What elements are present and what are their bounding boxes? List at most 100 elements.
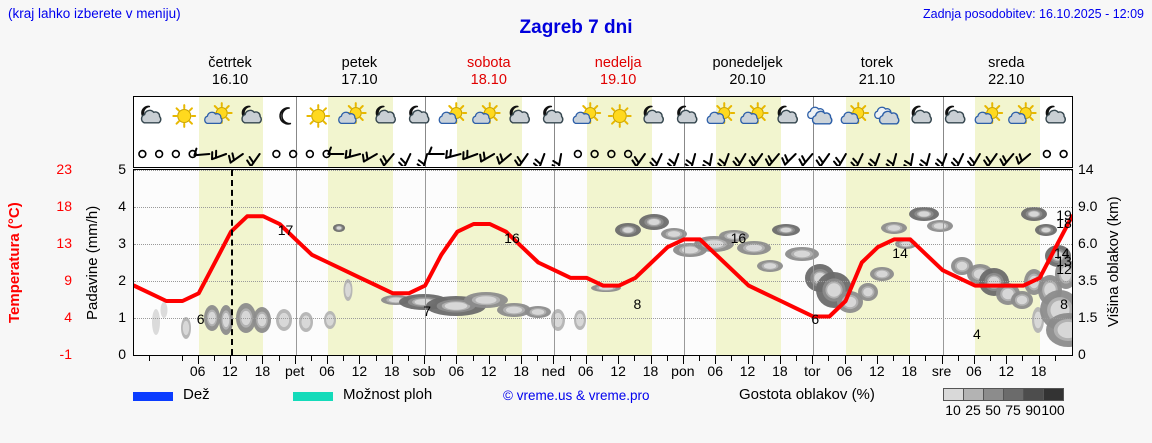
- cloud-density-value: 10: [945, 402, 961, 418]
- sun-icon: [306, 104, 331, 128]
- temperature-point-label: 18: [1056, 214, 1072, 231]
- cloud-density-blob: [160, 302, 168, 318]
- x-axis-label: 06: [578, 363, 594, 379]
- wind-calm-icon: [623, 149, 633, 159]
- x-axis-label: tor: [804, 363, 821, 379]
- wind-calm-icon: [171, 149, 181, 159]
- temperature-point-label: 4: [973, 326, 981, 343]
- day-separator: [295, 97, 297, 136]
- day-date: 21.10: [858, 72, 896, 88]
- x-axis-tick: [650, 356, 652, 364]
- x-axis-tick: [456, 356, 458, 364]
- daylight-band: [586, 170, 652, 355]
- wind-barb-icon: [398, 153, 412, 166]
- day-separator: [942, 136, 944, 167]
- wind-barb-icon: [850, 153, 864, 166]
- wind-barb-icon: [193, 147, 211, 157]
- day-gridline: [554, 170, 556, 355]
- x-axis-minor-tick: [440, 356, 442, 361]
- x-axis-label: sre: [931, 363, 952, 379]
- x-axis-minor-tick: [602, 356, 603, 361]
- day-header-row: četrtek 16.10 petek 17.10 sobota 18.10 nedelja…: [133, 55, 1073, 90]
- x-axis-minor-tick: [796, 356, 798, 361]
- cloud-density-blob: [719, 230, 749, 242]
- x-axis-label: 18: [901, 363, 918, 379]
- page-title: Zagreb 7 dni: [519, 17, 633, 38]
- temperature-tick-5: -1: [59, 346, 72, 362]
- day-separator: [425, 136, 427, 167]
- cloud-density-swatch-100: [1043, 388, 1064, 401]
- x-axis-tick: [1038, 356, 1040, 364]
- x-axis-minor-tick: [731, 356, 733, 361]
- x-axis-label: 18: [772, 363, 788, 379]
- day-gridline: [683, 170, 685, 355]
- wind-barb-icon: [462, 149, 479, 161]
- x-axis-minor-tick: [1054, 356, 1056, 361]
- day-date: 20.10: [729, 72, 766, 88]
- sun-cloud-icon: [740, 102, 769, 125]
- copyright-label[interactable]: © vreme.us & vreme.pro: [503, 388, 650, 403]
- cloud-density-blob: [757, 260, 783, 272]
- day-date: 17.10: [341, 72, 378, 88]
- x-axis-minor-tick: [666, 356, 668, 361]
- cloud-density-blob: [772, 224, 800, 236]
- sun-icon: [172, 104, 197, 128]
- x-axis-minor-tick: [246, 356, 248, 361]
- rain-legend-label: Dež: [183, 386, 210, 403]
- daylight-band: [845, 170, 911, 355]
- day-header-sreda: sreda 22.10: [942, 55, 1071, 89]
- temperature-tick-0: 23: [56, 161, 72, 177]
- moon-cloud-icon: [140, 105, 162, 124]
- day-gridline: [942, 170, 944, 355]
- icon-slot-background: [619, 136, 652, 167]
- cloud-density-blob: [343, 279, 353, 301]
- wind-barb-icon: [717, 153, 730, 166]
- sun-cloud-icon: [572, 102, 602, 125]
- moon-cloud-icon: [911, 105, 932, 124]
- x-axis-label: 12: [869, 363, 885, 379]
- wind-barb-icon: [379, 153, 395, 166]
- location-menu-hint[interactable]: (kraj lahko izberete v meniju): [8, 6, 181, 21]
- cloud-density-blob: [639, 214, 669, 230]
- day-date: 16.10: [211, 72, 249, 88]
- cloud-density-blob: [574, 310, 586, 330]
- x-axis-tick: [747, 356, 749, 364]
- cloud-density-blob: [858, 283, 878, 301]
- wind-barb-icon: [427, 146, 445, 155]
- sun-cloud-icon: [204, 102, 233, 125]
- cloud-density-blob: [1035, 224, 1057, 236]
- cloudheight-tick-1: 9.0: [1078, 198, 1098, 214]
- horizontal-gridline: [134, 244, 1072, 245]
- wind-barb-icon: [950, 153, 965, 166]
- wind-barb-icon: [983, 153, 998, 166]
- cloud-density-value: 75: [1005, 402, 1021, 418]
- x-axis-minor-tick: [149, 356, 151, 361]
- wind-barb-icon: [919, 153, 931, 166]
- day-name: torek: [860, 55, 894, 71]
- moon-icon: [279, 107, 292, 125]
- icon-slot-background: [198, 136, 232, 167]
- day-gridline: [813, 170, 815, 355]
- x-axis-minor-tick: [407, 356, 409, 361]
- x-axis-minor-tick: [343, 356, 345, 361]
- wind-calm-icon: [188, 149, 197, 159]
- x-axis-label: pet: [284, 363, 305, 379]
- day-date: 19.10: [600, 72, 637, 88]
- x-axis-label: 12: [222, 363, 238, 379]
- wind-barb-icon: [815, 153, 831, 166]
- daylight-band: [328, 170, 393, 355]
- icon-slot-background: [910, 136, 943, 167]
- wind-barb-icon: [211, 149, 228, 161]
- day-gridline: [295, 170, 297, 355]
- precipitation-tick-0: 5: [118, 161, 126, 177]
- x-axis-tick: [941, 356, 943, 364]
- day-header-četrtek: četrtek 16.10: [165, 55, 294, 89]
- x-axis-label: 06: [707, 363, 723, 379]
- cloud-density-blob: [785, 247, 819, 261]
- cloud-density-blob: [181, 317, 191, 339]
- cloudheight-axis-title: Višina oblakov (km): [1105, 196, 1122, 328]
- temperature-point-label: 14: [892, 245, 908, 262]
- temperature-tick-4: 4: [64, 309, 72, 325]
- wind-barb-icon: [416, 153, 429, 166]
- day-header-petek: petek 17.10: [295, 55, 424, 89]
